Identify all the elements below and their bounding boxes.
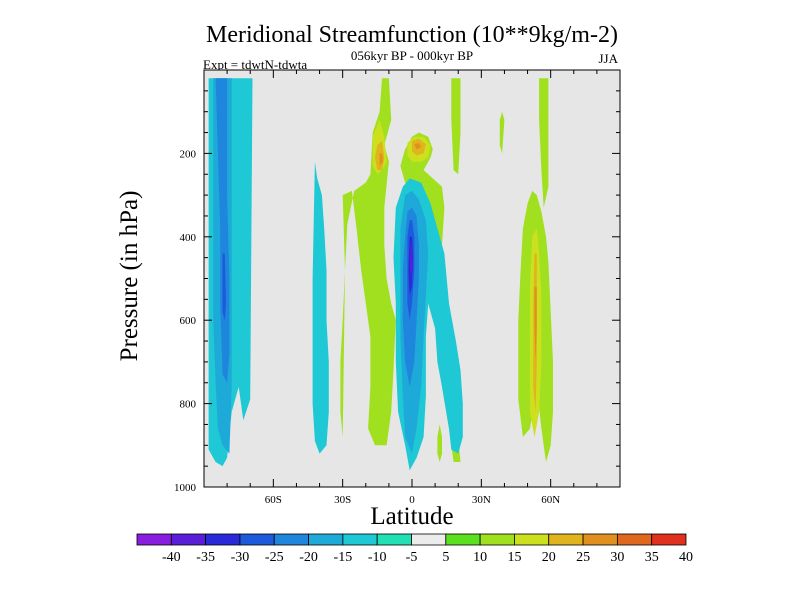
x-axis-label: Latitude	[370, 503, 453, 530]
contour-nh-small-green-1	[499, 111, 505, 154]
colorbar-label: -20	[299, 550, 318, 565]
colorbar-swatch	[445, 533, 481, 546]
contour-np-midlat-upper-green	[539, 78, 549, 208]
chart-subtitle: 056kyr BP - 000kyr BP	[351, 48, 473, 63]
x-tick-label: 30S	[334, 494, 351, 506]
colorbar-label: 20	[542, 550, 556, 565]
colorbar-label: 25	[576, 550, 590, 565]
season-label: JJA	[598, 51, 618, 66]
contour-sh-midlat-cell	[312, 161, 329, 454]
colorbar-label: 10	[473, 550, 487, 565]
colorbar-swatch	[514, 533, 550, 546]
y-tick-label: 200	[180, 148, 197, 160]
contour-nh-small-green-2	[437, 424, 442, 462]
colorbar-swatch	[582, 533, 618, 546]
colorbar-label: 15	[507, 550, 521, 565]
colorbar-swatch	[479, 533, 515, 546]
colorbar-swatch	[616, 533, 653, 546]
colorbar-swatch	[376, 533, 412, 546]
colorbar-label: 35	[645, 550, 659, 565]
x-tick-label: 30N	[472, 494, 491, 506]
y-axis-label: Pressure (in hPa)	[116, 191, 143, 362]
colorbar-swatch	[411, 533, 447, 546]
y-tick-label: 600	[180, 315, 197, 327]
plot-area	[204, 70, 620, 487]
contour-sh-polar-cell-core	[222, 253, 226, 321]
axes: 200 400 600 800 1000 60S 30S 0 30N 60N	[174, 69, 621, 506]
colorbar-swatch	[308, 533, 344, 546]
colorbar-label: -5	[406, 550, 418, 565]
contour-tropical-negative-35	[410, 245, 413, 279]
contour-np-midlat-positive-25	[534, 286, 537, 362]
colorbar-label: 40	[679, 550, 693, 565]
colorbar-swatch	[170, 533, 207, 546]
colorbar-label: 30	[610, 550, 624, 565]
x-tick-label: 60N	[541, 494, 560, 506]
x-tick-label: 60S	[265, 494, 282, 506]
colorbar-swatch	[548, 533, 584, 546]
colorbar-label: -10	[368, 550, 387, 565]
colorbar-swatch	[239, 533, 275, 546]
y-tick-label: 400	[180, 232, 197, 244]
colorbar-label: -15	[334, 550, 353, 565]
experiment-label: Expt = tdwtN-tdwta	[203, 57, 307, 72]
colorbar-label: -35	[196, 550, 215, 565]
colorbar-label: -30	[231, 550, 250, 565]
colorbar-label: -25	[265, 550, 284, 565]
y-tick-label: 1000	[174, 482, 197, 494]
contour-sh-positive-25	[379, 153, 384, 166]
colorbar-swatch	[273, 533, 309, 546]
contour-sh-polar-cell-inner	[215, 78, 230, 383]
y-tick-label: 800	[180, 399, 197, 411]
x-tick-label: 0	[409, 494, 415, 506]
contour-np-positive-25	[414, 143, 422, 150]
colorbar-swatch	[136, 533, 172, 546]
colorbar-label: -40	[162, 550, 181, 565]
colorbar: -40 -35 -30 -25 -20 -15 -10 -5 5 10 15 20 25 30 35 40	[136, 533, 693, 565]
colorbar-label: 5	[442, 550, 449, 565]
contour-np-upper-green	[451, 78, 461, 175]
colorbar-swatch	[651, 533, 687, 546]
colorbar-swatch	[205, 533, 241, 546]
chart-title: Meridional Streamfunction (10**9kg/m-2)	[206, 22, 618, 48]
colorbar-swatch	[342, 533, 378, 546]
